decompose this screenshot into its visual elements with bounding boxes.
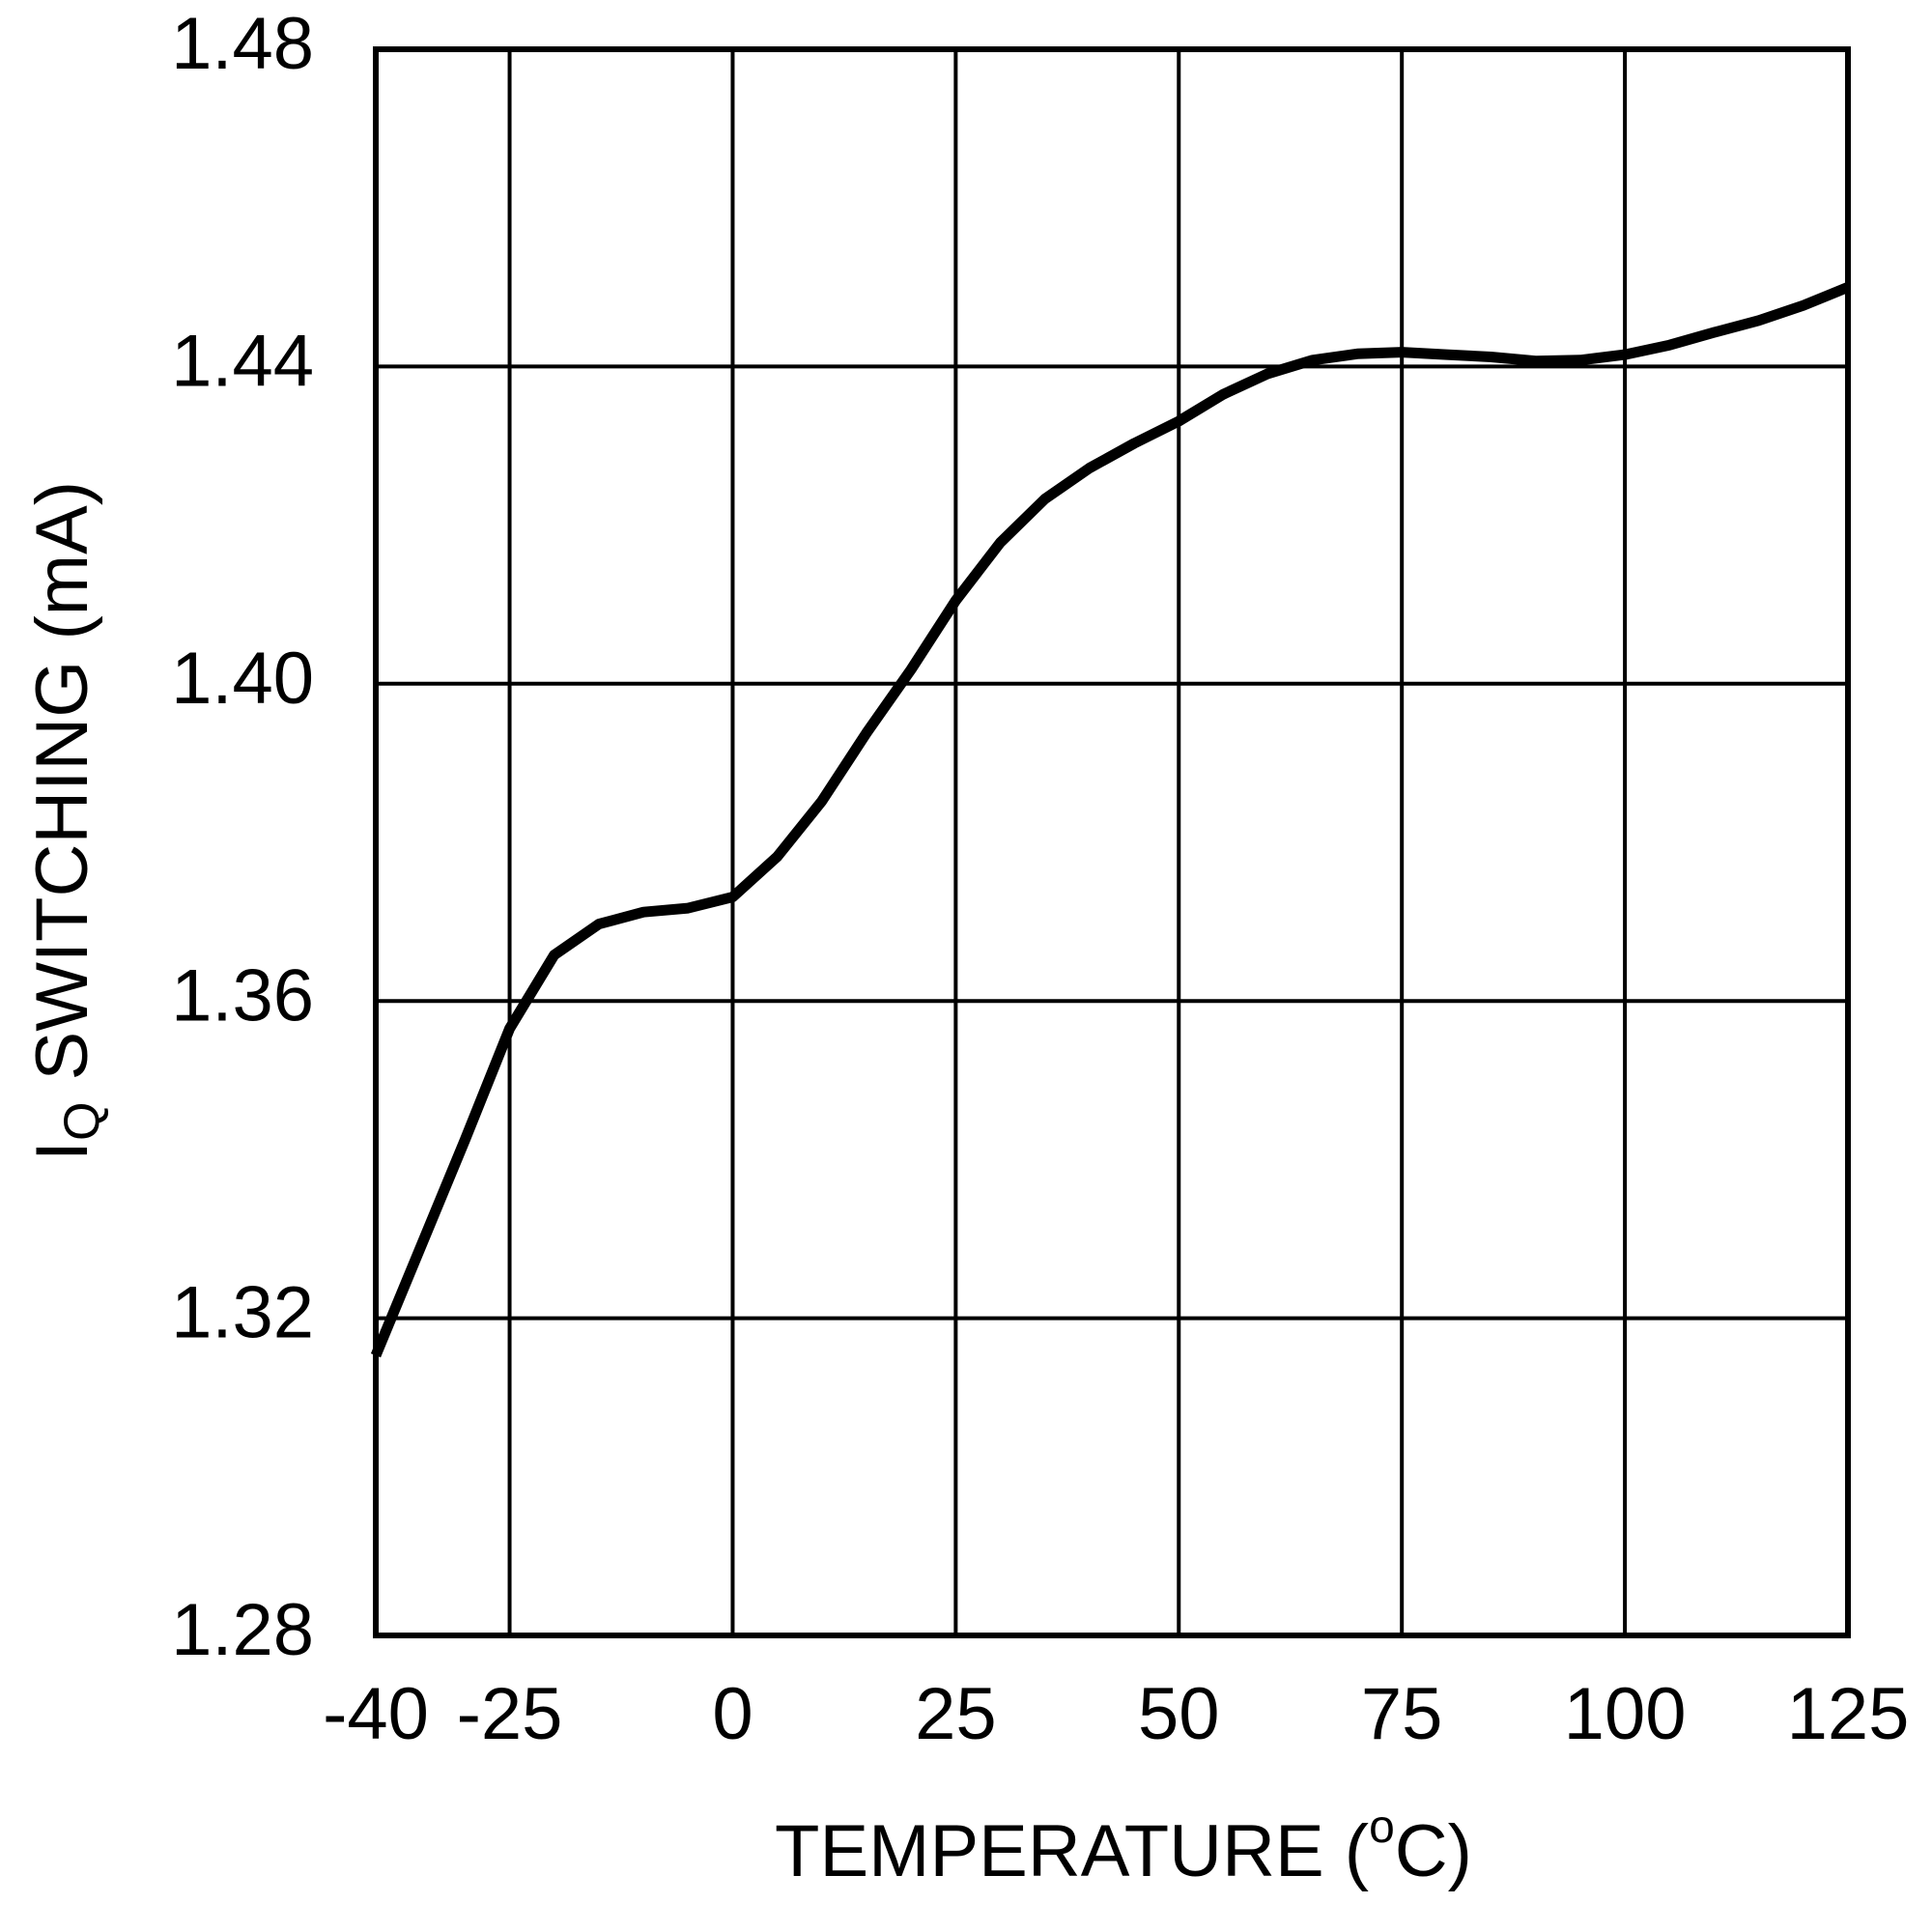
y-tick-label: 1.28 [171,1589,314,1671]
x-label-part: TEMPERATURE ( [775,1810,1369,1892]
y-tick-label: 1.48 [171,3,314,85]
plot-frame [373,46,1851,1638]
x-tick-label: -40 [323,1673,429,1755]
x-tick-label: 0 [712,1673,753,1755]
x-tick-label: 125 [1787,1673,1910,1755]
x-tick-label: 25 [915,1673,997,1755]
y-label-subscript: Q [54,1102,110,1141]
y-label-part: SWITCHING (mA) [21,481,103,1081]
x-tick-label: 100 [1564,1673,1687,1755]
x-tick-label: 75 [1361,1673,1443,1755]
x-label-superscript: o [1369,1802,1395,1853]
y-tick-label: 1.40 [171,638,314,720]
y-tick-label: 1.32 [171,1272,314,1354]
y-label-part: I [21,1141,103,1161]
y-tick-label: 1.36 [171,954,314,1037]
x-label-part: C) [1395,1810,1472,1892]
y-tick-label: 1.44 [171,320,314,402]
data-line [370,282,1851,1358]
x-tick-label: -25 [457,1673,563,1755]
y-axis-label: IQ SWITCHING (mA) [21,481,110,1161]
x-tick-label: 50 [1138,1673,1220,1755]
x-axis-label: TEMPERATURE (oC) [775,1802,1472,1892]
